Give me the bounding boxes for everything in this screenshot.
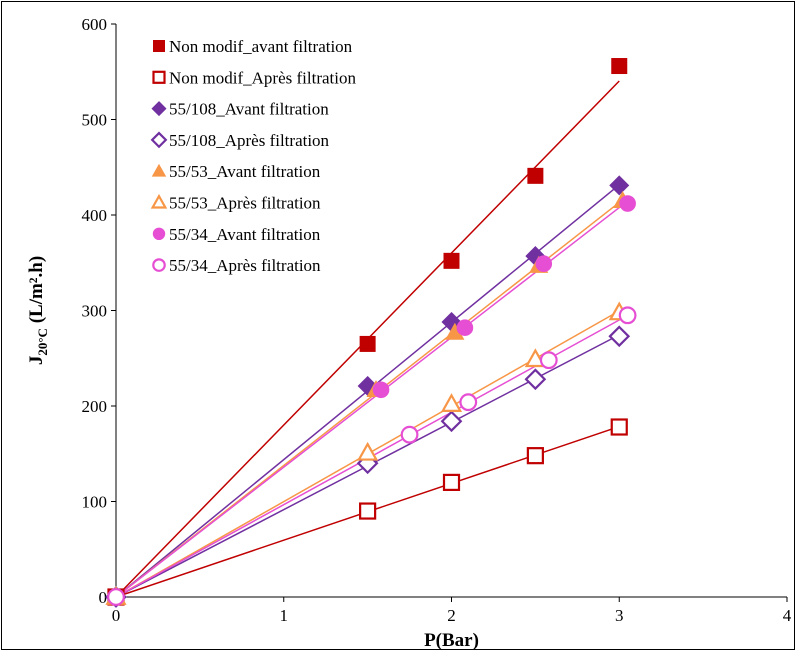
x-tick-label: 2	[447, 606, 456, 625]
legend-label: 55/34_Après filtration	[169, 256, 321, 275]
data-point-series-2	[526, 447, 544, 465]
data-point-series-1	[611, 58, 628, 75]
data-point-series-4	[608, 325, 631, 348]
data-point-series-8	[459, 393, 478, 412]
x-tick-label: 1	[280, 606, 289, 625]
legend-marker	[151, 163, 167, 177]
x-axis-label: P(Bar)	[424, 630, 479, 651]
data-point-series-3	[609, 175, 630, 196]
data-point-series-8	[539, 351, 558, 370]
data-point-series-1	[359, 335, 376, 352]
y-tick-label: 500	[82, 111, 108, 130]
y-tick-label: 100	[82, 493, 108, 512]
y-tick-label: 0	[99, 588, 108, 607]
legend-marker	[150, 193, 168, 209]
y-axis-label: J20°C (L/m².h)	[26, 256, 50, 365]
y-axis-label-sub: 20°C	[35, 328, 50, 356]
y-tick-label: 400	[82, 206, 108, 225]
data-point-series-8	[400, 425, 419, 444]
series-points	[105, 58, 637, 608]
data-point-series-8	[618, 306, 637, 325]
x-tick-label: 0	[112, 606, 121, 625]
legend-marker	[152, 258, 166, 272]
y-axis-label-rest: (L/m².h)	[26, 256, 47, 328]
data-point-series-7	[456, 319, 474, 336]
data-point-series-4	[440, 410, 463, 433]
data-point-series-2	[442, 473, 461, 491]
data-point-series-7	[535, 255, 553, 273]
legend-marker	[152, 70, 166, 84]
data-point-series-8	[107, 588, 125, 606]
legend-marker	[153, 40, 165, 52]
legend-marker	[150, 131, 168, 149]
legend-label: 55/108_Avant filtration	[169, 100, 329, 119]
legend-marker	[151, 101, 167, 117]
data-point-series-2	[610, 418, 628, 436]
legend-label: 55/108_Après filtration	[169, 131, 330, 150]
data-point-series-1	[443, 252, 460, 269]
legend-label: Non modif_Après filtration	[169, 68, 356, 87]
y-axis-label-main: J	[26, 356, 47, 366]
y-tick-label: 300	[82, 302, 108, 321]
data-point-series-1	[527, 167, 544, 184]
data-point-series-2	[359, 502, 377, 520]
data-point-series-6	[440, 393, 463, 412]
x-tick-label: 4	[783, 606, 792, 625]
legend-label: 55/34_Avant filtration	[169, 225, 321, 244]
data-point-series-7	[619, 195, 636, 212]
y-tick-label: 600	[82, 15, 108, 34]
legend: Non modif_avant filtration Non modif_Aprè…	[150, 37, 356, 275]
y-tick-label: 200	[82, 397, 108, 416]
legend-label: Non modif_avant filtration	[169, 37, 353, 56]
data-point-series-6	[357, 441, 379, 461]
data-point-series-4	[524, 368, 547, 391]
data-point-series-6	[524, 348, 546, 368]
legend-label: 55/53_Avant filtration	[169, 162, 321, 181]
legend-label: 55/53_Après filtration	[169, 194, 321, 213]
data-point-series-7	[372, 381, 390, 399]
legend-marker	[152, 227, 166, 241]
x-tick-label: 3	[615, 606, 624, 625]
ticks: 0 1 2 3 4 0 100 200 300 400 500 600	[82, 15, 792, 625]
